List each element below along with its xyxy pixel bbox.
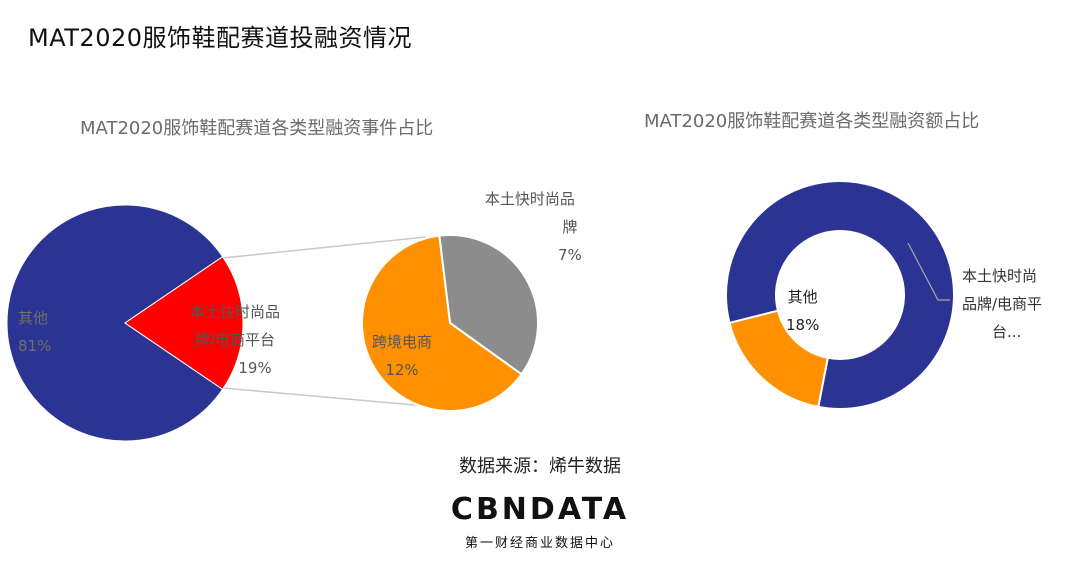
pie2-label-orange-name: 跨境电商 — [372, 333, 433, 351]
pie-chart-breakdown — [361, 234, 539, 412]
pie-slice-local-fast-fashion-ecommerce — [124, 255, 244, 391]
pie2-label-orange: 跨境电商 12% — [372, 328, 432, 384]
pie-label-other-name: 其他 — [18, 309, 49, 327]
donut-chart-amount — [725, 180, 955, 410]
pie-label-red-pct: 19% — [238, 359, 272, 377]
data-source: 数据来源：烯牛数据 — [459, 456, 621, 477]
donut-label-main: 本土快时尚 品牌/电商平 台... — [962, 262, 1042, 346]
pie-label-red-name-1: 本土快时尚品 — [190, 303, 281, 321]
connector-line-bottom — [222, 387, 450, 409]
donut-label-other: 其他 18% — [786, 283, 819, 339]
pie2-label-gray: 本土快时尚品 牌 7% — [478, 185, 582, 269]
donut-label-main-2: 品牌/电商平 — [962, 295, 1043, 313]
cbndata-logo-subtitle: 第一财经商业数据中心 — [464, 536, 615, 551]
donut-chart-title: MAT2020服饰鞋配赛道各类型融资额占比 — [644, 111, 980, 132]
donut-label-main-3: 台... — [992, 323, 1022, 341]
donut-slice-other — [728, 309, 829, 409]
cbndata-logo: CBNDATA — [450, 492, 630, 527]
pie2-label-orange-pct: 12% — [385, 361, 419, 379]
donut-slice-local-fast-fashion-ecommerce — [725, 180, 955, 410]
pie2-label-gray-pct: 7% — [558, 246, 582, 264]
donut-label-main-1: 本土快时尚 — [962, 267, 1038, 285]
pie2-label-gray-name-2: 牌 — [562, 218, 578, 236]
pie-label-red-name-2: 牌/电商平台 — [194, 331, 276, 349]
pie2-label-gray-name-1: 本土快时尚品 — [484, 190, 575, 208]
connector-line-top — [222, 236, 427, 259]
pie-slice-other — [6, 204, 224, 442]
page-title: MAT2020服饰鞋配赛道投融资情况 — [28, 24, 412, 52]
pie-label-other: 其他 81% — [18, 304, 51, 360]
donut-label-other-name: 其他 — [787, 288, 818, 306]
donut-leader-line — [907, 242, 950, 301]
pie-slice-cross-border-ecommerce — [361, 234, 523, 412]
pie-label-other-pct: 81% — [18, 337, 52, 355]
pie-slice-local-fast-fashion — [438, 234, 539, 376]
pie-chart-events — [6, 204, 244, 442]
pie-label-red: 本土快时尚品 牌/电商平台 19% — [190, 298, 280, 382]
pie-chart-title: MAT2020服饰鞋配赛道各类型融资事件占比 — [80, 118, 434, 139]
donut-label-other-pct: 18% — [786, 316, 820, 334]
